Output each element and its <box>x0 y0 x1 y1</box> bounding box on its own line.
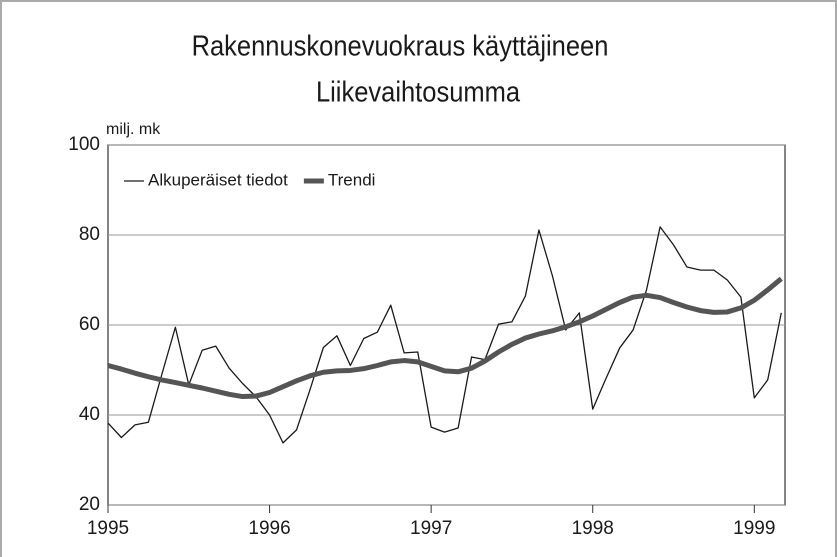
x-tick-label: 1997 <box>410 518 452 539</box>
x-tick-label: 1999 <box>733 518 775 539</box>
x-tick-label: 1996 <box>248 518 290 539</box>
line-series <box>107 276 783 400</box>
y-tick-label: 40 <box>79 404 100 425</box>
line-series <box>107 226 782 444</box>
y-tick-label: 20 <box>79 494 100 515</box>
y-axis-label: milj. mk <box>106 121 161 138</box>
x-tick-label: 1998 <box>572 518 614 539</box>
chart-title: Rakennuskonevuokraus käyttäjineen <box>192 29 609 62</box>
x-tick-label: 1995 <box>87 518 129 539</box>
y-tick-label: 100 <box>68 134 100 155</box>
y-tick-label: 60 <box>79 314 100 335</box>
chart-subtitle: Liikevaihtosumma <box>316 75 521 108</box>
legend-label: Alkuperäiset tiedot <box>148 170 288 189</box>
legend-label: Trendi <box>328 170 376 189</box>
y-tick-label: 80 <box>79 224 100 245</box>
